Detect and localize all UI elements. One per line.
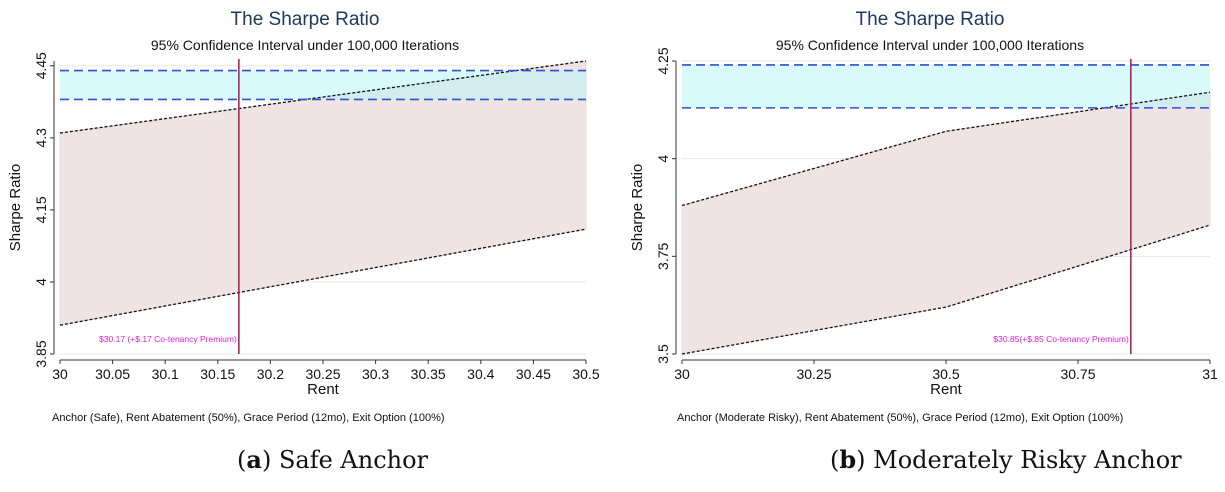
x-tick-label: 30.25 <box>796 366 831 382</box>
x-tick-label: 30.75 <box>1060 366 1095 382</box>
y-tick-label: 4.3 <box>33 128 49 148</box>
upper-bound-line <box>681 91 1211 207</box>
y-tick-label: 4 <box>33 278 49 286</box>
chart-panel-b: The Sharpe Ratio 95% Confidence Interval … <box>629 9 1218 424</box>
x-tick-label: 30.15 <box>200 366 235 382</box>
reference-band <box>60 70 586 100</box>
caption-b: (b) Moderately Risky Anchor <box>830 445 1182 474</box>
x-tick-label: 30.25 <box>305 366 340 382</box>
x-tick-label: 30.45 <box>516 366 551 382</box>
y-tick-label: 4.15 <box>33 196 49 223</box>
chart-title: The Sharpe Ratio <box>231 9 380 30</box>
y-tick-label: 3.75 <box>655 242 671 269</box>
y-tick-label: 3.5 <box>655 344 671 364</box>
lower-bound-line <box>681 224 1211 355</box>
x-tick-label: 30.5 <box>572 366 599 382</box>
chart-subtitle: 95% Confidence Interval under 100,000 It… <box>776 37 1084 53</box>
x-tick-label: 30.4 <box>467 366 494 382</box>
upper-bound-line <box>59 60 587 134</box>
chart-panel-a: The Sharpe Ratio 95% Confidence Interval … <box>7 9 600 424</box>
figure: The Sharpe Ratio 95% Confidence Interval … <box>7 9 1218 424</box>
x-axis-label: Rent <box>930 381 963 398</box>
y-tick-label: 3.85 <box>33 340 49 367</box>
reference-band <box>682 64 1210 108</box>
y-tick-label: 4.25 <box>655 47 671 74</box>
chart-note: Anchor (Safe), Rent Abatement (50%), Gra… <box>52 412 445 424</box>
marker-label: $30.17 (+$.17 Co-tenancy Premium) <box>99 334 237 344</box>
y-tick-label: 4 <box>655 155 671 163</box>
x-tick-label: 30.2 <box>257 366 284 382</box>
y-tick-label: 4.45 <box>33 52 49 79</box>
x-tick-label: 30 <box>52 366 68 382</box>
x-tick-label: 31 <box>1202 366 1218 382</box>
x-tick-label: 30.1 <box>152 366 179 382</box>
lower-bound-line <box>59 228 587 326</box>
x-tick-label: 30.35 <box>411 366 446 382</box>
y-axis-label: Sharpe Ratio <box>7 164 24 252</box>
caption-a: (a) Safe Anchor <box>237 445 429 474</box>
chart-note: Anchor (Moderate Risky), Rent Abatement … <box>677 412 1123 424</box>
y-axis-label: Sharpe Ratio <box>629 164 646 252</box>
chart-subtitle: 95% Confidence Interval under 100,000 It… <box>151 37 459 53</box>
confidence-band <box>59 60 587 326</box>
x-tick-label: 30 <box>674 366 690 382</box>
x-tick-label: 30.05 <box>95 366 130 382</box>
x-tick-label: 30.3 <box>362 366 389 382</box>
chart-title: The Sharpe Ratio <box>856 9 1005 30</box>
x-axis-label: Rent <box>307 381 340 398</box>
x-tick-label: 30.5 <box>932 366 959 382</box>
marker-label: $30.85(+$.85 Co-tenancy Premium) <box>993 334 1129 344</box>
